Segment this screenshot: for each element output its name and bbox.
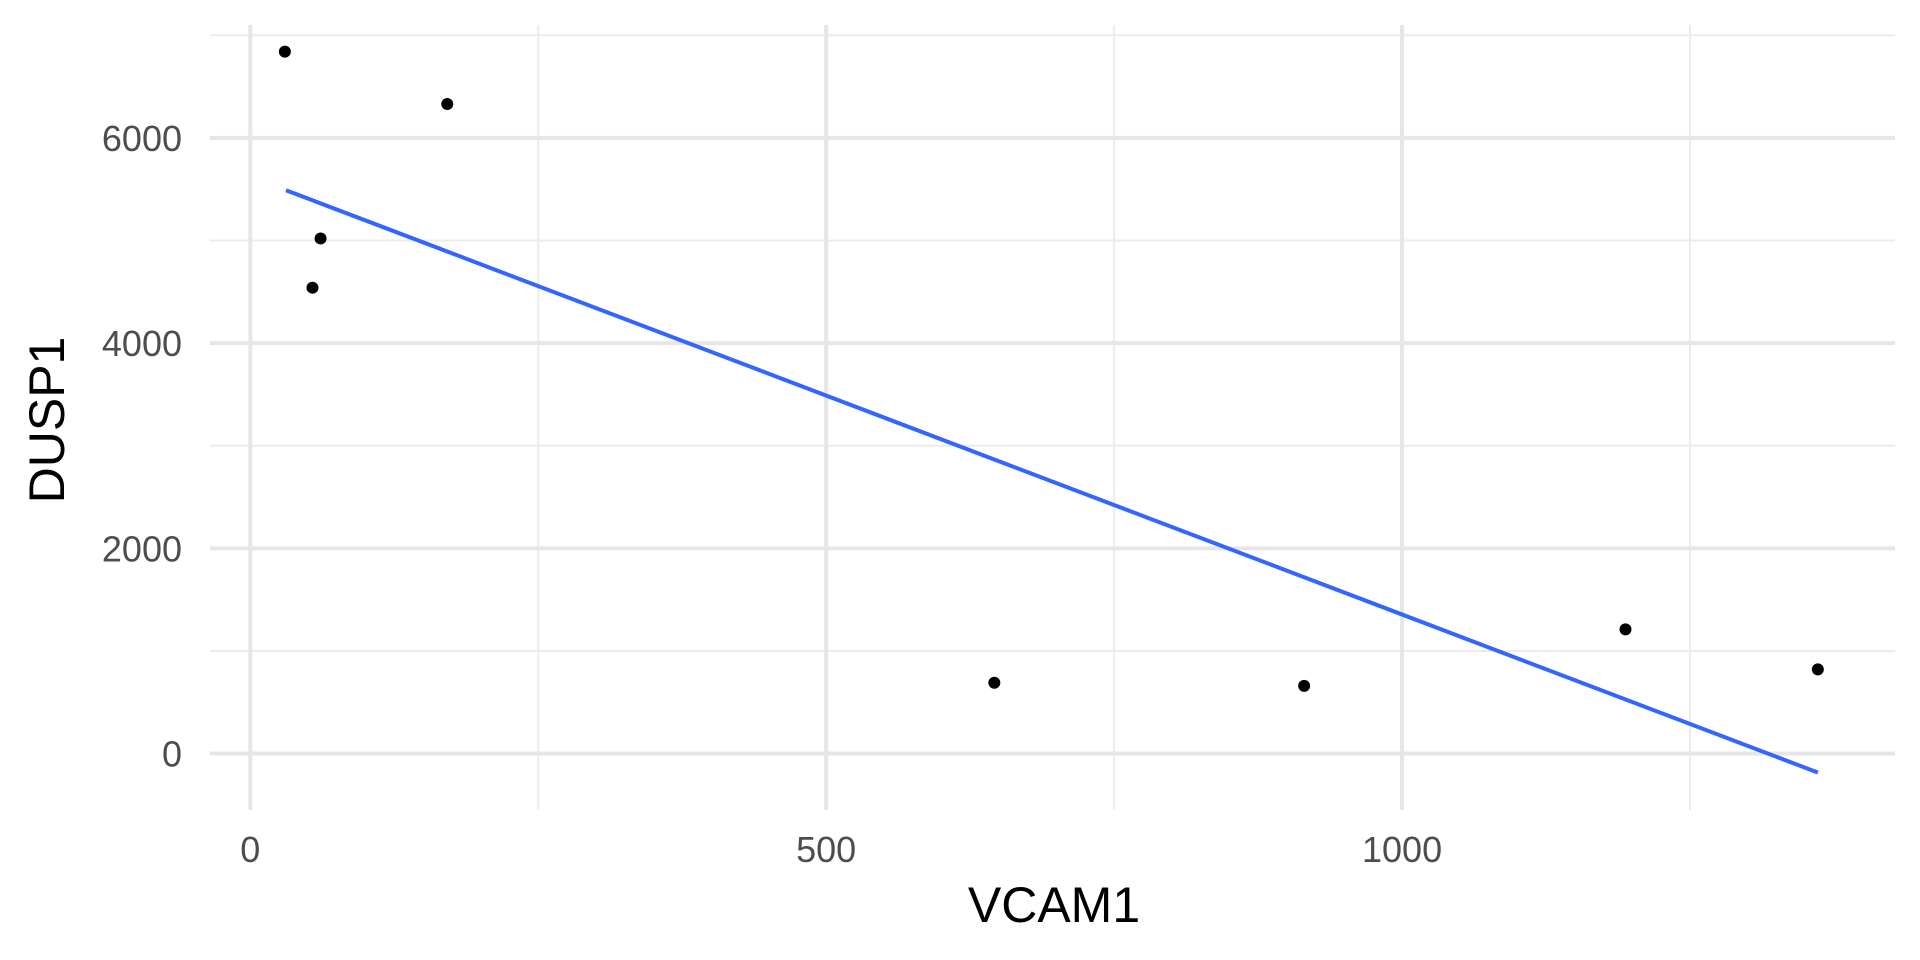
trend-line xyxy=(285,188,1819,775)
data-points xyxy=(278,45,1824,692)
major-gridlines xyxy=(210,25,1895,810)
x-axis-title: VCAM1 xyxy=(968,877,1140,933)
minor-gridlines xyxy=(210,25,1895,810)
y-tick-label: 2000 xyxy=(102,528,182,569)
data-point xyxy=(314,232,327,245)
trend-line-layer xyxy=(285,188,1819,775)
data-point xyxy=(1619,623,1632,636)
y-tick-labels: 0 2000 4000 6000 xyxy=(102,118,182,775)
data-point xyxy=(988,676,1001,689)
y-tick-label: 0 xyxy=(162,734,182,775)
data-point xyxy=(306,281,319,294)
x-tick-labels: 0 500 1000 xyxy=(240,829,1442,870)
y-tick-label: 6000 xyxy=(102,118,182,159)
data-point xyxy=(441,98,454,111)
data-point xyxy=(1811,663,1824,676)
y-axis-title: DUSP1 xyxy=(19,337,75,504)
data-point xyxy=(1298,679,1311,692)
x-tick-label: 1000 xyxy=(1362,829,1442,870)
x-tick-label: 500 xyxy=(796,829,856,870)
x-tick-label: 0 xyxy=(240,829,260,870)
data-point xyxy=(278,45,291,58)
y-tick-label: 4000 xyxy=(102,323,182,364)
